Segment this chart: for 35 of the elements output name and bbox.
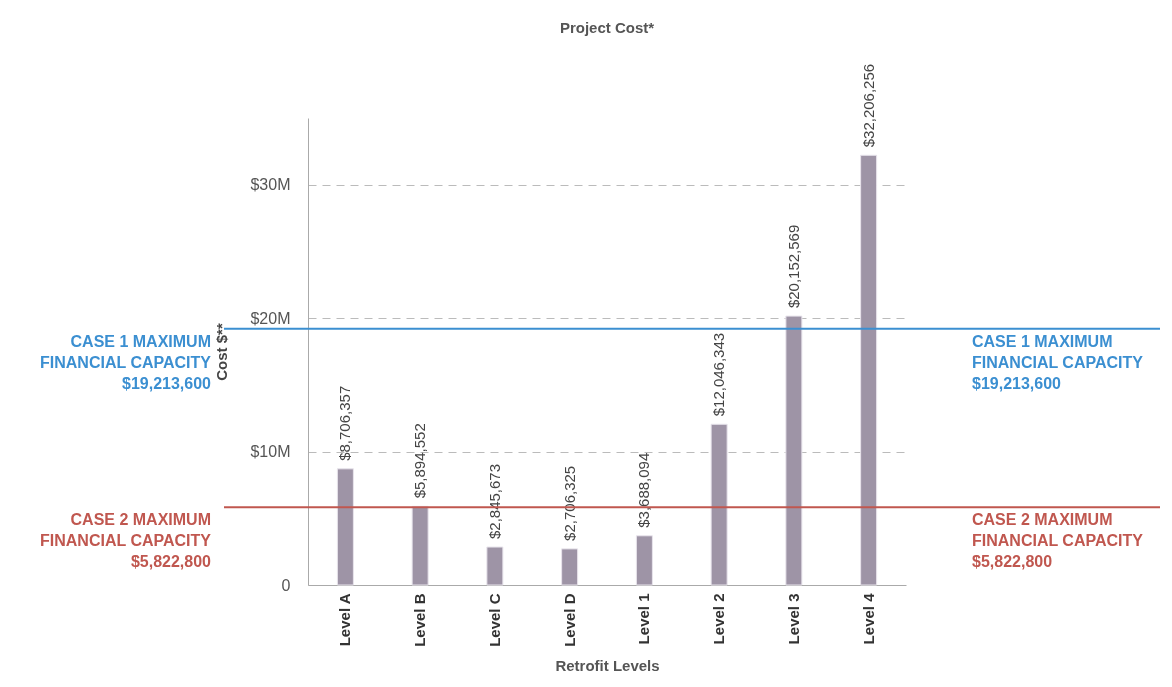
y-tick-label: $10M [250,443,291,461]
ref-line-label: CASE 2 MAXIMUM FINANCIAL CAPACITY $5,822,800 [972,511,1144,571]
x-tick-label: Level 4 [859,592,877,645]
chart-title: Project Cost* [559,18,655,36]
bar [710,423,728,586]
data-label: $8,706,357 [336,385,354,461]
x-tick-label: Level D [560,593,578,647]
data-label: $20,152,569 [784,224,802,309]
data-label: $32,206,256 [859,63,877,148]
text: CASE 2 MAXIMUM FINANCIAL CAPACITY $5,822,800 [40,511,211,571]
bar [561,548,579,586]
y-tick-label: $30M [250,176,291,194]
bar [860,154,878,586]
bar [411,505,429,586]
y-tick-label: 0 [281,576,291,594]
data-label: $2,845,673 [485,463,503,540]
x-tick-label: Level 1 [635,593,653,645]
y-tick-label: $20M [250,309,291,327]
text: CASE 1 MAXIMUM FINANCIAL CAPACITY $19,213,600 [40,332,211,392]
data-label: $12,046,343 [710,332,728,417]
y-axis-title: Cost $** [213,323,231,381]
data-label: $5,894,552 [411,423,429,499]
x-tick-label: Level B [411,593,429,647]
x-tick-label: Level 2 [710,593,728,645]
x-tick-label: Level A [336,593,354,647]
bar [336,468,354,586]
x-tick-label: Level C [485,593,503,647]
data-label: $3,688,094 [635,452,653,528]
x-tick-label: Level 3 [784,593,802,645]
ref-line-label: CASE 1 MAXIMUM FINANCIAL CAPACITY $19,213,600 [972,332,1144,392]
bar [486,546,504,586]
data-label: $2,706,325 [560,465,578,541]
x-axis-title: Retrofit Levels [555,656,660,674]
bar [635,535,653,586]
bar [785,315,803,586]
